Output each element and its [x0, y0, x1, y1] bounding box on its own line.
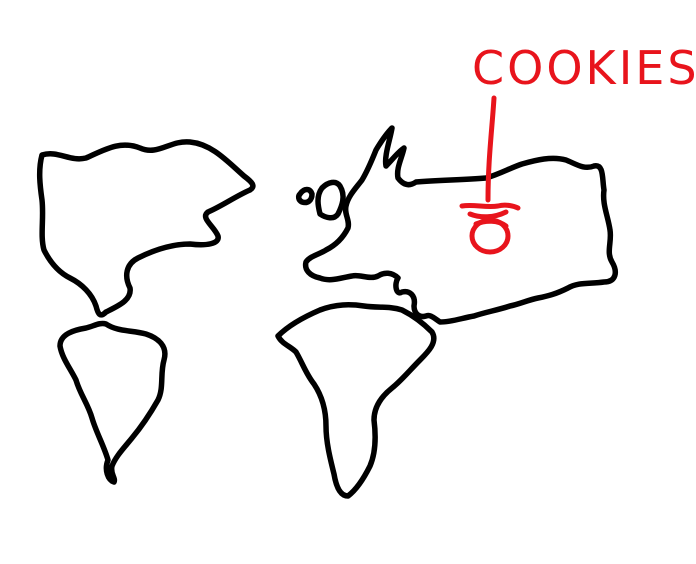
- annotation-group: COOKIES: [459, 41, 696, 255]
- britain-outline: [315, 179, 346, 221]
- ireland-outline: [295, 186, 315, 206]
- north-america-outline: [36, 139, 256, 318]
- south-america-outline: [57, 320, 168, 485]
- pointer-arrow: [485, 95, 497, 203]
- continents: [36, 125, 619, 499]
- cookie-stack-icon: [459, 202, 521, 255]
- cookies-label: COOKIES: [472, 41, 696, 95]
- africa-outline: [275, 302, 437, 499]
- eurasia-outline: [302, 125, 619, 325]
